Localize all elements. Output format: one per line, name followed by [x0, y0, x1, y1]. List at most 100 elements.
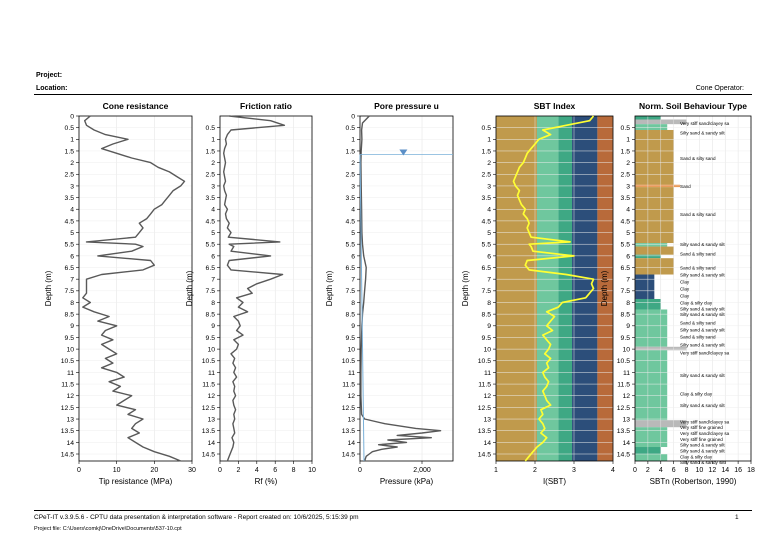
x-tick-label: 10 — [308, 467, 316, 474]
y-tick-label: 6.5 — [206, 265, 216, 272]
y-tick-label: 2 — [487, 160, 491, 167]
soil-annotation: Sand & silty sand — [680, 320, 716, 325]
soil-annotation: Clay & silty clay — [680, 300, 713, 305]
y-tick-label: 3.5 — [482, 195, 492, 202]
soil-annotation: Silty sand & sandy silt — [680, 460, 725, 465]
y-tick-label: 0 — [70, 113, 74, 120]
y-tick-label: 14.5 — [202, 451, 215, 458]
y-axis-label: Depth (m) — [325, 270, 334, 306]
y-tick-label: 4.5 — [65, 218, 75, 225]
sbtn-layer-bar — [635, 427, 668, 448]
y-tick-label: 12 — [347, 393, 355, 400]
y-tick-label: 14 — [622, 440, 630, 447]
y-tick-label: 0.5 — [206, 125, 216, 132]
y-tick-label: 8 — [351, 300, 355, 307]
y-tick-label: 5 — [70, 230, 74, 237]
soil-annotation: Sand & silty sand — [680, 212, 716, 217]
soil-annotation: Very stiff fine grained — [680, 425, 723, 430]
y-axis-label: Depth (m) — [600, 270, 609, 306]
y-tick-label: 4 — [351, 207, 355, 214]
soil-annotation: Sand — [680, 184, 691, 189]
soil-annotation: Very stiff sand/clayey sa — [680, 351, 730, 356]
plot-frame — [219, 115, 313, 462]
y-tick-label: 4 — [626, 207, 630, 214]
soil-annotation: Silty sand & sandy silt — [680, 312, 725, 317]
y-tick-label: 13 — [66, 416, 74, 423]
y-tick-label: 7 — [626, 277, 630, 284]
x-tick-label: 6 — [273, 467, 277, 474]
y-tick-label: 9.5 — [346, 335, 356, 342]
x-axis-label: SBTn (Robertson, 1990) — [650, 477, 737, 486]
y-tick-label: 5.5 — [346, 242, 356, 249]
soil-annotation: Silty sand & sandy silt — [680, 327, 725, 332]
y-tick-label: 4 — [70, 207, 74, 214]
plot-frame — [359, 115, 454, 462]
y-tick-label: 10 — [347, 347, 355, 354]
soil-annotation: Silty sand & sandy silt — [680, 242, 725, 247]
y-tick-label: 5 — [211, 230, 215, 237]
y-tick-label: 11.5 — [617, 381, 630, 388]
y-tick-label: 2.5 — [621, 172, 631, 179]
sbt-zone — [597, 116, 613, 461]
y-tick-label: 13.5 — [202, 428, 215, 435]
x-tick-label: 2 — [236, 467, 240, 474]
y-tick-label: 7 — [351, 277, 355, 284]
plot-frame — [78, 115, 193, 462]
y-tick-label: 14 — [483, 440, 491, 447]
x-axis-label: I(SBT) — [543, 477, 566, 486]
y-tick-label: 13.5 — [61, 428, 74, 435]
x-tick-label: 30 — [188, 467, 196, 474]
y-tick-label: 6.5 — [621, 265, 631, 272]
x-tick-label: 10 — [113, 467, 121, 474]
x-tick-label: 20 — [150, 467, 158, 474]
chart-title: Cone resistance — [103, 101, 169, 111]
sbtn-layer-bar — [635, 129, 674, 185]
soil-annotation: Silty sand & sandy silt — [680, 273, 725, 278]
y-tick-label: 2 — [70, 160, 74, 167]
series-u2 — [360, 115, 442, 462]
y-tick-label: 3.5 — [65, 195, 75, 202]
x-tick-label: 14 — [721, 467, 729, 474]
y-tick-label: 0.5 — [346, 125, 356, 132]
y-tick-label: 3.5 — [206, 195, 216, 202]
x-tick-label: 10 — [696, 467, 704, 474]
y-axis-label: Depth (m) — [44, 270, 53, 306]
x-tick-label: 4 — [255, 467, 259, 474]
y-tick-label: 11 — [208, 370, 215, 377]
soil-annotation: Clay — [680, 280, 690, 285]
y-tick-label: 5.5 — [65, 242, 75, 249]
y-tick-label: 9.5 — [65, 335, 75, 342]
location-label: Location: — [36, 85, 68, 92]
soil-annotation: Clay — [680, 287, 690, 292]
soil-annotation: Silty sand & sandy silt — [680, 306, 725, 311]
y-tick-label: 12 — [622, 393, 630, 400]
y-tick-label: 9 — [211, 323, 215, 330]
y-tick-label: 5 — [626, 230, 630, 237]
y-tick-label: 11 — [484, 370, 491, 377]
soil-annotation: Sand & silty sand — [680, 156, 716, 161]
y-tick-label: 0.5 — [65, 125, 75, 132]
sbtn-layer-bar — [635, 243, 668, 247]
software-line: CPeT-IT v.3.9.5.6 - CPTU data presentati… — [34, 514, 359, 521]
y-tick-label: 4 — [487, 207, 491, 214]
soil-annotation: Clay & silty clay — [680, 391, 713, 396]
y-tick-label: 8.5 — [206, 312, 216, 319]
y-tick-label: 14 — [66, 440, 74, 447]
sbtn-layer-bar — [635, 187, 674, 244]
y-tick-label: 4.5 — [621, 218, 631, 225]
y-tick-label: 8 — [70, 300, 74, 307]
y-tick-label: 12.5 — [478, 405, 491, 412]
soil-annotation: Very stiff sand/clayey sa — [680, 419, 730, 424]
y-tick-label: 7.5 — [346, 288, 356, 295]
y-tick-label: 2 — [211, 160, 215, 167]
soil-annotation: Silty sand & sandy silt — [680, 130, 725, 135]
x-tick-label: 0 — [358, 467, 362, 474]
y-tick-label: 12 — [66, 393, 74, 400]
y-tick-label: 10 — [622, 347, 630, 354]
x-tick-label: 0 — [218, 467, 222, 474]
x-tick-label: 18 — [747, 467, 755, 474]
y-tick-label: 7.5 — [65, 288, 75, 295]
y-tick-label: 12.5 — [202, 405, 215, 412]
y-tick-label: 7.5 — [621, 288, 631, 295]
